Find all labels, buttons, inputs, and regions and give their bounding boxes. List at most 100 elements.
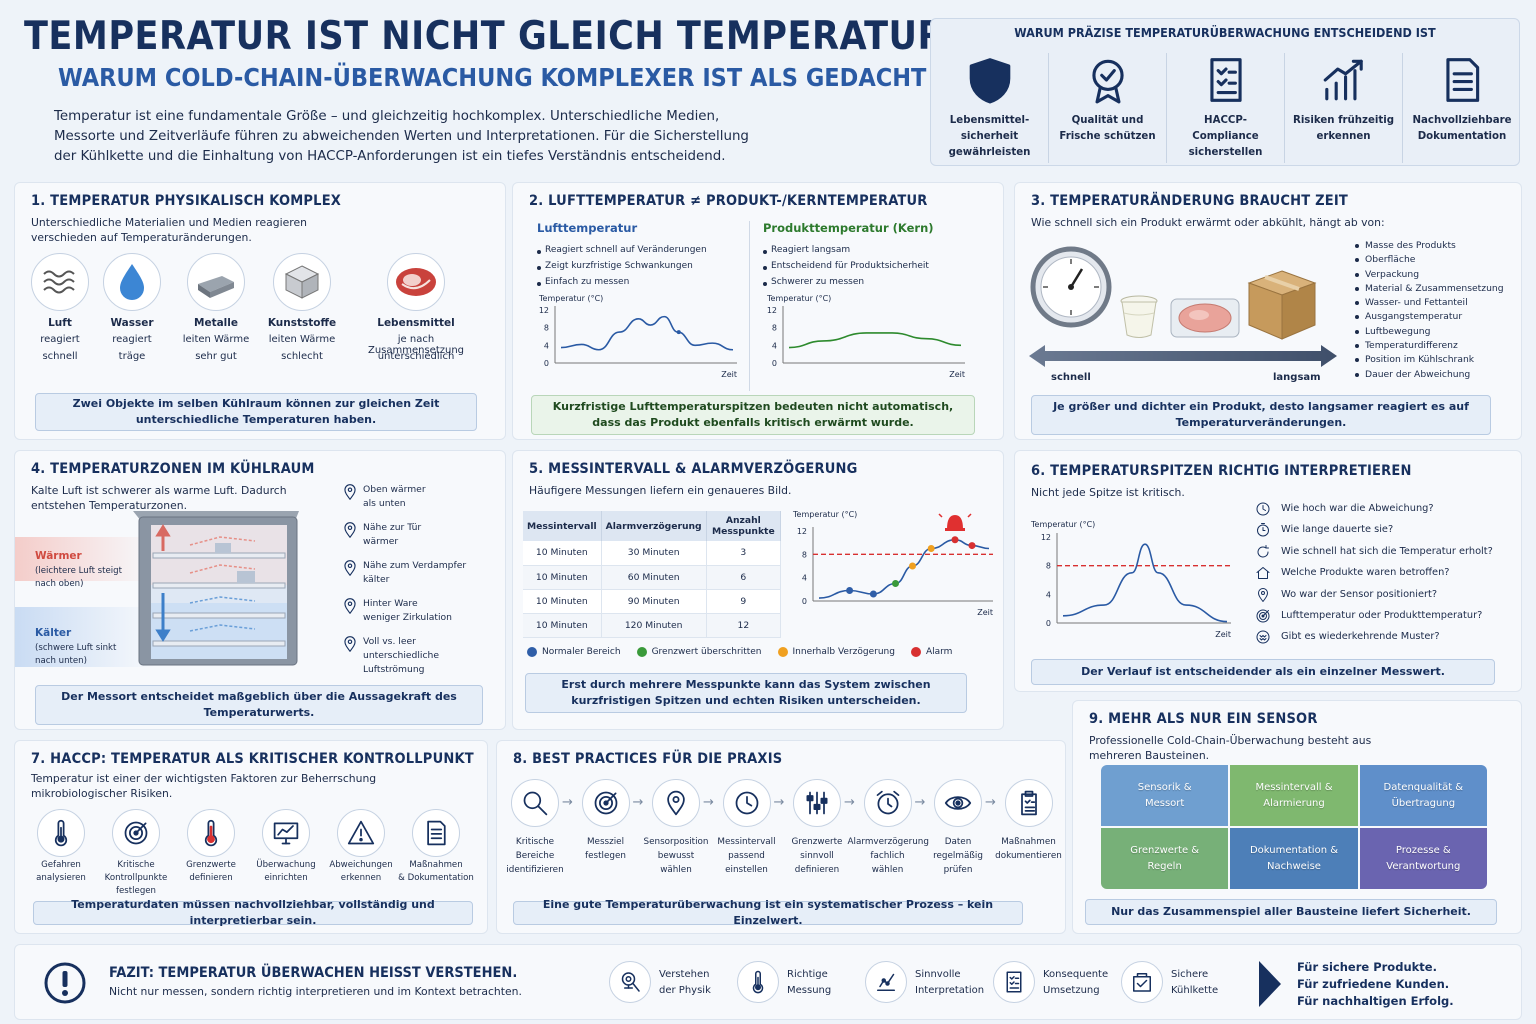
step-label: sinnvoll (800, 851, 834, 861)
factor-text: Dauer der Abweichung (1365, 368, 1471, 380)
factor-item: Verpackung (1353, 268, 1504, 282)
panel-note: Der Verlauf ist entscheidender als ein e… (1031, 659, 1495, 685)
material-desc: je nach Zusammensetzung (367, 334, 465, 356)
step-label: regelmäßig (933, 851, 983, 861)
meat-icon (396, 268, 436, 296)
panel-air-vs-core: 2. LUFTTEMPERATUR ≠ PRODUKT-/KERNTEMPERA… (512, 182, 1004, 440)
step-label: fachlich (870, 851, 905, 861)
panel-haccp: 7. HACCP: TEMPERATUR ALS KRITISCHER KONT… (14, 740, 488, 934)
panel-note: Nur das Zusammenspiel aller Bausteine li… (1085, 899, 1497, 925)
factor-item: Position im Kühlschrank (1353, 353, 1504, 367)
step-label: prüfen (943, 865, 973, 875)
y-axis-label: Temperatur (°C) (538, 294, 603, 303)
bullet-dot (537, 282, 541, 286)
legend-item: Normaler Bereich (527, 647, 621, 657)
step-icon-circle (581, 779, 630, 827)
step-label: erkennen (340, 873, 382, 883)
target-icon (594, 791, 617, 815)
fazit-label: Umsetzung (1043, 985, 1100, 996)
checklist-icon (1006, 971, 1022, 993)
factor-text: Material & Zusammensetzung (1365, 282, 1504, 294)
step-label: Kritische (515, 837, 555, 847)
y-tick-label: 0 (544, 359, 549, 368)
fazit-label: Interpretation (915, 985, 985, 996)
question-text: Gibt es wiederkehrende Muster? (1281, 631, 1440, 643)
zone-text: Luftströmung (363, 664, 425, 675)
bullet-dot (763, 282, 767, 286)
puzzle-label: Alarmierung (1263, 797, 1325, 809)
data-point (951, 536, 959, 544)
factor-text: Luftbewegung (1365, 325, 1431, 337)
why-item-label: Lebensmittel-sicherheit gewährleisten (948, 115, 1031, 158)
clock-icon (1256, 502, 1270, 516)
step-label: Bereiche (515, 851, 555, 861)
alarm-bell-icon (938, 513, 972, 531)
analysis-icon (877, 973, 895, 991)
material-desc: leiten Wärme (268, 334, 336, 345)
material-name: Wasser (110, 317, 154, 329)
page-title: TEMPERATUR IST NICHT GLEICH TEMPERATUR: (24, 14, 960, 59)
step-label: Abweichungen (329, 860, 393, 870)
bullet-item: Reagiert langsam (771, 245, 851, 255)
thermometer-icon (54, 819, 68, 847)
data-point (869, 590, 877, 598)
core-series-line (788, 332, 962, 349)
puzzle-label: Prozesse & (1395, 844, 1451, 856)
pin-icon (667, 790, 685, 816)
table-row: 10 Minuten 120 Minuten 12 (523, 613, 782, 637)
document-icon (1446, 58, 1480, 102)
step-icon-circle (37, 809, 85, 857)
table-row: 10 Minuten 90 Minuten 9 (523, 589, 782, 613)
x-axis-label: Zeit (721, 370, 737, 379)
factor-item: Dauer der Abweichung (1353, 368, 1504, 382)
bullet-dot (1355, 272, 1359, 277)
panel-title: 4. TEMPERATURZONEN IM KÜHLRAUM (31, 461, 315, 477)
thermometer-red-icon (204, 819, 218, 847)
panel-desc: Häufigere Messungen liefern ein genauere… (529, 484, 792, 497)
step-icon-circle (863, 779, 912, 827)
factor-text: Masse des Produkts (1365, 240, 1456, 251)
y-tick-label: 8 (1046, 562, 1051, 571)
table-cell: 90 Minuten (601, 589, 707, 613)
y-tick-label: 12 (1041, 533, 1051, 542)
panel-peaks: 6. TEMPERATURSPITZEN RICHTIG INTERPRETIE… (1014, 450, 1522, 692)
panel-title: 7. HACCP: TEMPERATUR ALS KRITISCHER KONT… (31, 751, 474, 767)
puzzle-label: Regeln (1147, 860, 1182, 872)
step-icon-circle (793, 779, 841, 827)
material-icon (31, 253, 89, 311)
y-tick-label: 4 (772, 341, 777, 350)
why-title: WARUM PRÄZISE TEMPERATURÜBERWACHUNG ENTS… (1014, 25, 1436, 40)
step-icon-circle (337, 809, 385, 857)
data-point (892, 580, 899, 587)
data-point (676, 330, 681, 335)
bullet-dot (763, 250, 767, 254)
why-item: Risiken frühzeitig erkennen (1285, 53, 1403, 163)
temperature-line (818, 538, 990, 599)
pin-icon (344, 636, 356, 652)
material-icon (187, 253, 245, 311)
step-label: Grenzwerte (791, 837, 843, 847)
bullet-dot (1355, 329, 1359, 334)
puzzle-label: Übertragung (1391, 797, 1456, 809)
why-item: HACCP-Compliance sicherstellen (1167, 53, 1285, 163)
factor-item: Material & Zusammensetzung (1353, 282, 1504, 296)
data-point (968, 542, 976, 550)
panel-note: Kurzfristige Lufttemperaturspitzen bedeu… (531, 395, 975, 435)
alarm-chart: Temperatur (°C) 12 8 4 0 Zeit (792, 510, 993, 617)
factor-text: Verpackung (1365, 268, 1420, 280)
table-row: 10 Minuten 60 Minuten 6 (523, 565, 782, 589)
bullet-dot (763, 266, 767, 270)
data-point (909, 562, 916, 570)
core-title: Produkttemperatur (Kern) (763, 221, 934, 235)
fazit-label: Verstehen (659, 969, 710, 980)
factor-item: Luftbewegung (1353, 325, 1504, 339)
panel-note: Eine gute Temperaturüberwachung ist ein … (513, 898, 1023, 927)
factor-text: Temperaturdifferenz (1365, 340, 1458, 352)
fazit-label: Messung (787, 985, 832, 996)
panel-note: Der Messort entscheidet maßgeblich über … (35, 685, 483, 725)
cold-sublabel: (schwere Luft sinkt nach unten) (35, 643, 117, 666)
panel-interval: 5. MESSINTERVALL & ALARMVERZÖGERUNG Häuf… (512, 450, 1004, 730)
panel-title: 9. MEHR ALS NUR EIN SENSOR (1089, 711, 1318, 727)
step-icon-circle (722, 779, 771, 827)
pin-icon (344, 484, 356, 500)
